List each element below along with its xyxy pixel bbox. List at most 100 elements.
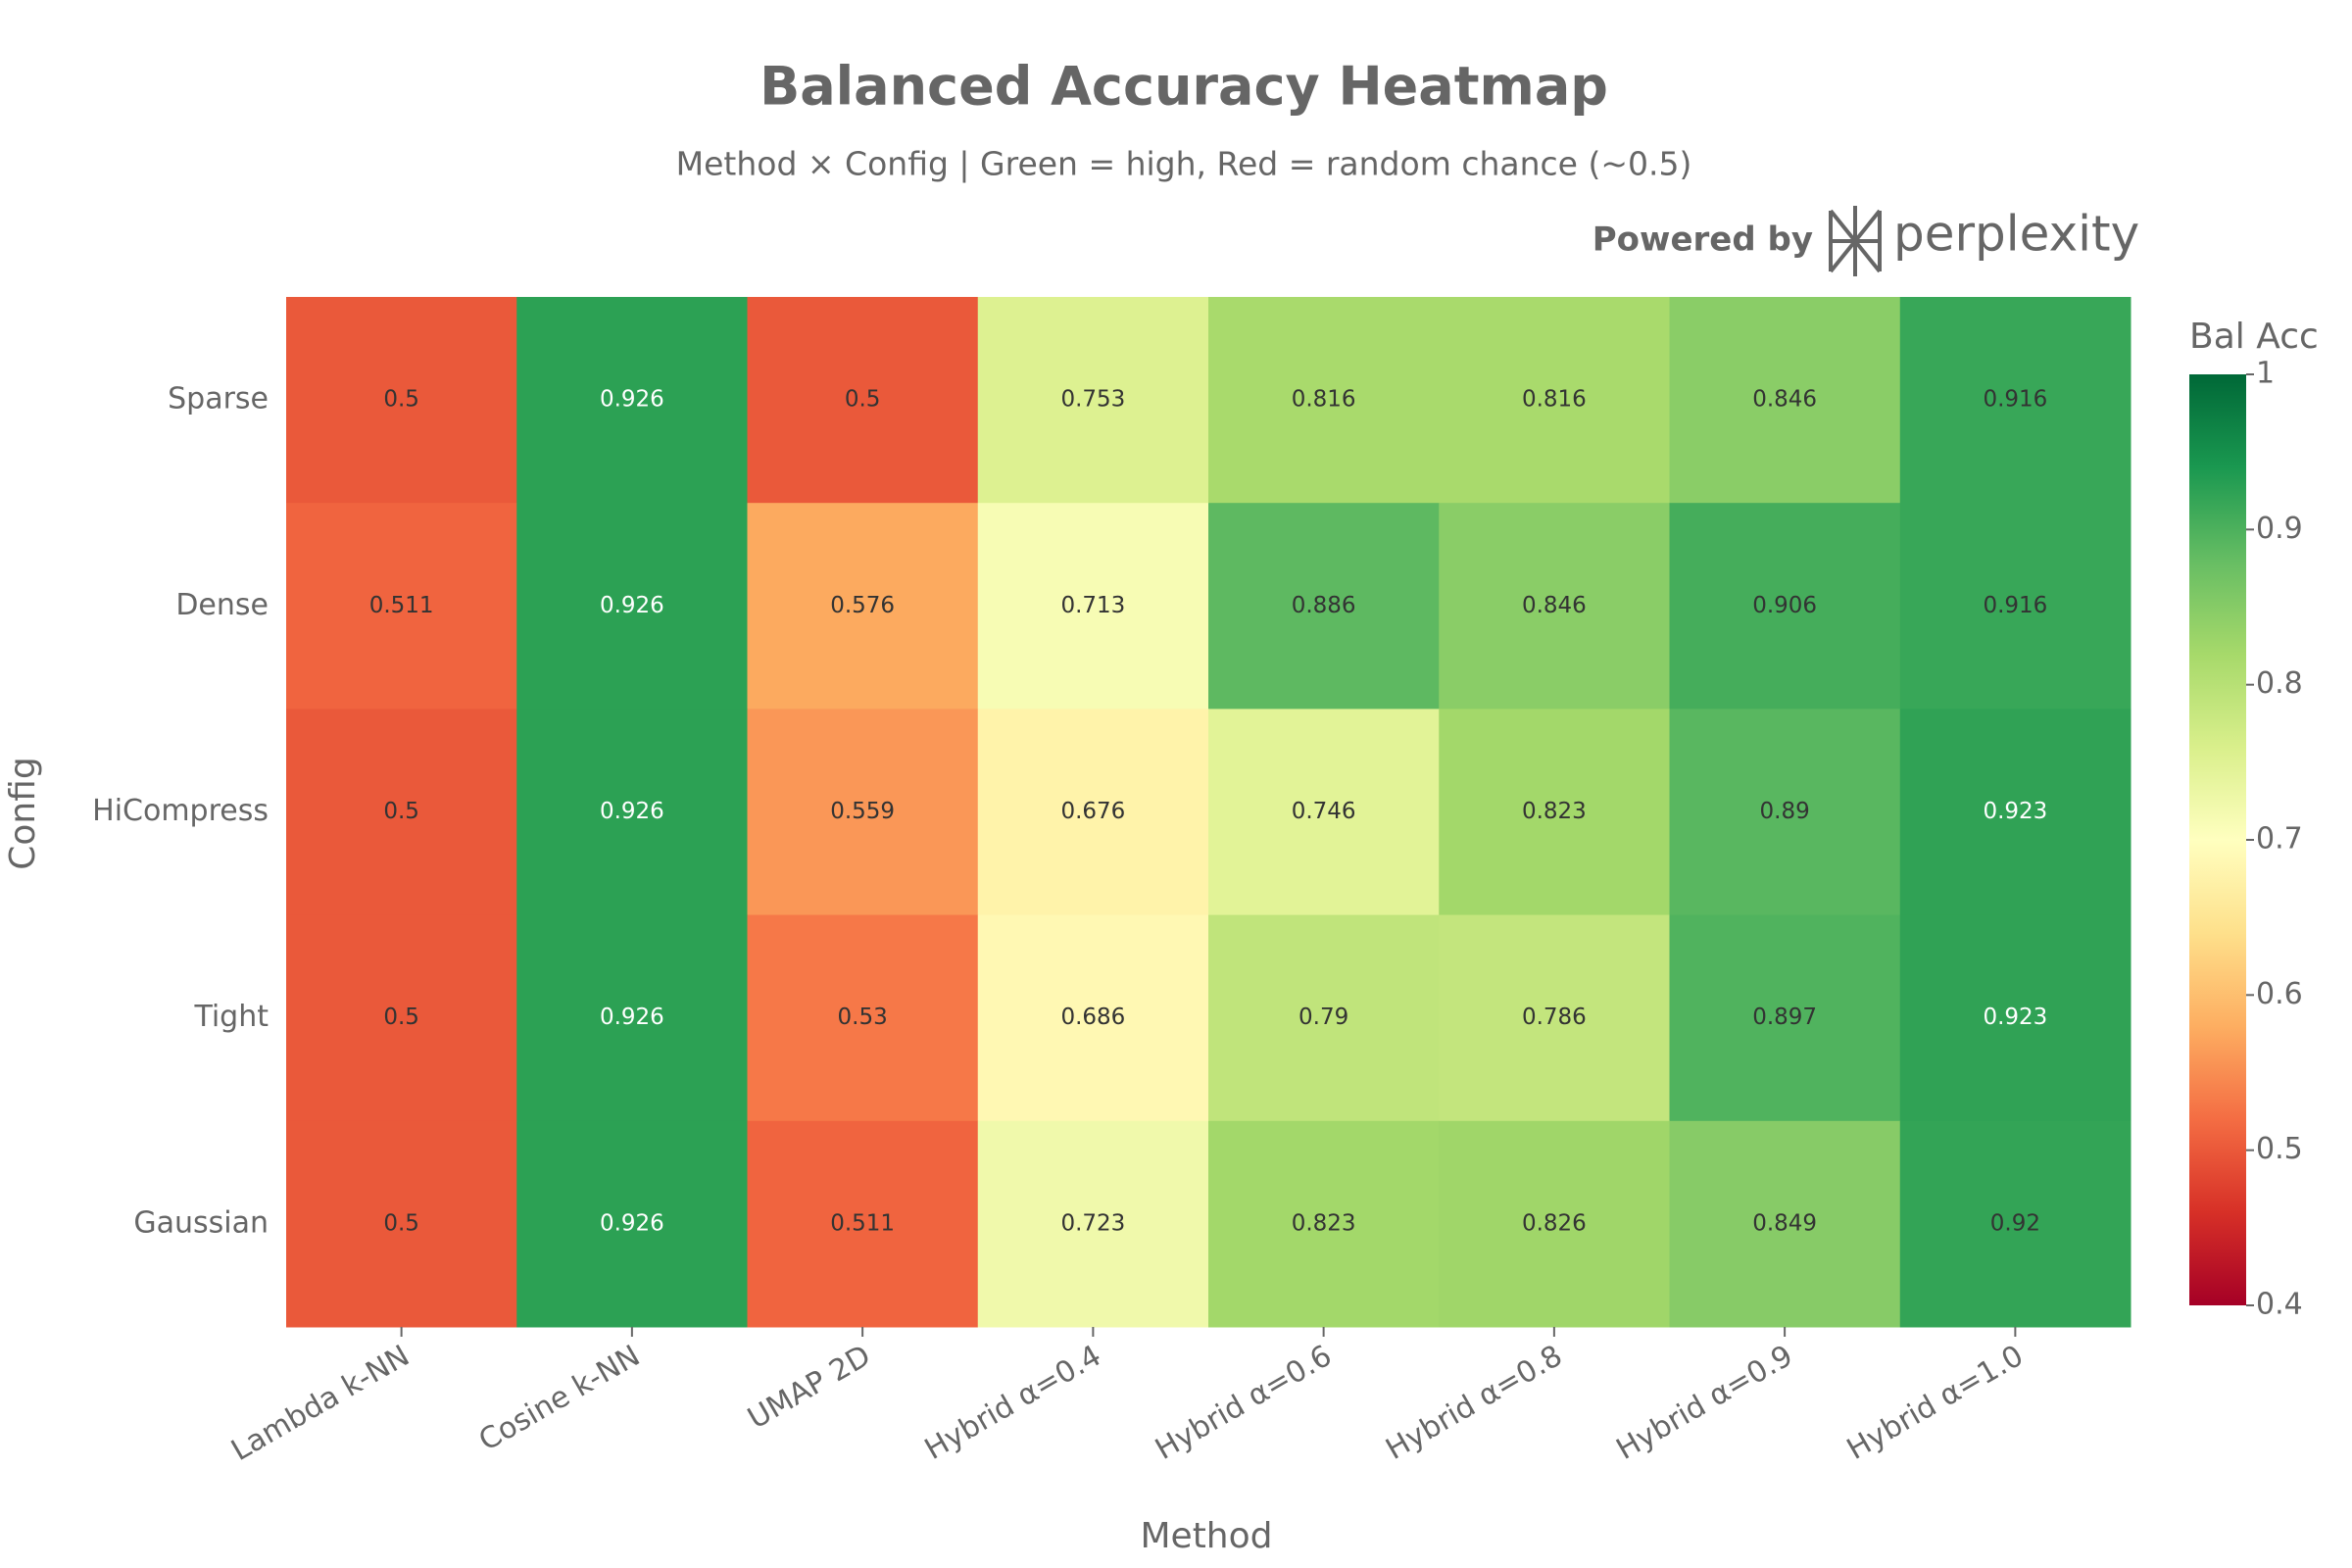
heatmap-cell <box>1669 1120 1901 1328</box>
heatmap-cell <box>1208 503 1440 710</box>
heatmap-cell <box>1208 709 1440 916</box>
cell-value-label: 0.713 <box>1060 593 1125 618</box>
watermark-prefix: Powered by <box>1592 220 1813 260</box>
heatmap-cell <box>977 297 1209 504</box>
heatmap-cell <box>747 914 979 1122</box>
cell-value-label: 0.846 <box>1522 593 1587 618</box>
heatmap-cell <box>1208 297 1440 504</box>
watermark-brand: perplexity <box>1893 206 2139 263</box>
x-tick-label: Hybrid α=0.9 <box>1611 1339 1799 1467</box>
y-axis-title: Config <box>3 757 43 870</box>
x-axis-title: Method <box>1140 1516 1272 1556</box>
heatmap-cell <box>977 503 1209 710</box>
heatmap-cell <box>516 503 748 710</box>
colorbar-tick-label: 0.6 <box>2256 977 2303 1011</box>
cell-value-label: 0.511 <box>369 593 434 618</box>
heatmap-cell <box>1669 914 1901 1122</box>
cell-value-label: 0.576 <box>830 593 895 618</box>
heatmap-cell <box>747 503 979 710</box>
x-tick-label: Cosine k-NN <box>473 1339 646 1458</box>
heatmap-cell <box>977 1120 1209 1328</box>
cell-value-label: 0.916 <box>1983 593 2047 618</box>
x-tick-label: Hybrid α=0.4 <box>919 1339 1107 1467</box>
cell-value-label: 0.923 <box>1983 1004 2047 1030</box>
heatmap-cell <box>977 709 1209 916</box>
heatmap-cell <box>1669 503 1901 710</box>
cell-value-label: 0.5 <box>383 1210 419 1236</box>
heatmap-cell <box>1208 914 1440 1122</box>
x-tick-label: Hybrid α=1.0 <box>1841 1339 2030 1467</box>
colorbar-tick-label: 0.4 <box>2256 1288 2303 1322</box>
heatmap-cell <box>747 297 979 504</box>
heatmap-cell <box>1899 503 2132 710</box>
cell-value-label: 0.5 <box>383 1004 419 1030</box>
colorbar-tick-label: 0.7 <box>2256 822 2303 857</box>
colorbar <box>2189 374 2246 1305</box>
chart-subtitle: Method × Config | Green = high, Red = ra… <box>676 145 1692 183</box>
cell-value-label: 0.723 <box>1060 1210 1125 1236</box>
cell-value-label: 0.89 <box>1760 799 1810 824</box>
cell-value-label: 0.53 <box>838 1004 888 1030</box>
colorbar-title: Bal Acc <box>2189 317 2319 357</box>
cell-value-label: 0.906 <box>1752 593 1817 618</box>
watermark-logo <box>1829 206 1882 276</box>
cell-value-label: 0.79 <box>1298 1004 1348 1030</box>
heatmap-cell <box>747 1120 979 1328</box>
colorbar-tick-label: 1 <box>2256 357 2275 391</box>
cell-value-label: 0.786 <box>1522 1004 1587 1030</box>
cell-value-label: 0.746 <box>1292 799 1356 824</box>
heatmap-cell <box>1899 297 2132 504</box>
heatmap-cell <box>1899 914 2132 1122</box>
y-tick-label: Dense <box>175 588 269 622</box>
x-tick-label: UMAP 2D <box>742 1339 876 1436</box>
cell-value-label: 0.676 <box>1060 799 1125 824</box>
x-tick-label: Hybrid α=0.6 <box>1150 1339 1338 1467</box>
cell-value-label: 0.5 <box>383 387 419 413</box>
cell-value-label: 0.926 <box>600 593 664 618</box>
heatmap-cell <box>1669 709 1901 916</box>
cell-value-label: 0.816 <box>1522 387 1587 413</box>
cell-value-label: 0.926 <box>600 1210 664 1236</box>
y-tick-label: Sparse <box>168 382 269 416</box>
cell-value-label: 0.826 <box>1522 1210 1587 1236</box>
heatmap-cell <box>286 914 517 1122</box>
cell-value-label: 0.897 <box>1752 1004 1817 1030</box>
cell-value-label: 0.559 <box>830 799 895 824</box>
chart-title: Balanced Accuracy Heatmap <box>760 56 1608 118</box>
heatmap-cell <box>516 709 748 916</box>
cell-value-label: 0.886 <box>1292 593 1356 618</box>
heatmap-cell <box>977 914 1209 1122</box>
cell-value-label: 0.823 <box>1292 1210 1356 1236</box>
colorbar-tick-label: 0.5 <box>2256 1132 2303 1166</box>
cell-value-label: 0.5 <box>383 799 419 824</box>
y-tick-label: Tight <box>193 1000 269 1034</box>
heatmap-cell <box>516 1120 748 1328</box>
heatmap-cell <box>286 709 517 916</box>
y-tick-label: HiCompress <box>92 794 269 828</box>
cell-value-label: 0.926 <box>600 387 664 413</box>
heatmap-cell <box>1439 709 1670 916</box>
x-tick-label: Hybrid α=0.8 <box>1380 1339 1568 1467</box>
cell-value-label: 0.5 <box>845 387 881 413</box>
colorbar-tick-label: 0.9 <box>2256 512 2303 546</box>
heatmap-cell <box>1208 1120 1440 1328</box>
cell-value-label: 0.846 <box>1752 387 1817 413</box>
cell-value-label: 0.823 <box>1522 799 1587 824</box>
heatmap-cell <box>1439 914 1670 1122</box>
heatmap-cell <box>747 709 979 916</box>
cell-value-label: 0.753 <box>1060 387 1125 413</box>
heatmap-cell <box>286 1120 517 1328</box>
heatmap-cell <box>1899 709 2132 916</box>
heatmap-cell <box>516 297 748 504</box>
cell-value-label: 0.926 <box>600 799 664 824</box>
heatmap-cell <box>1439 297 1670 504</box>
heatmap-cell <box>286 297 517 504</box>
cell-value-label: 0.511 <box>830 1210 895 1236</box>
cell-value-label: 0.849 <box>1752 1210 1817 1236</box>
heatmap-cell <box>1899 1120 2132 1328</box>
heatmap-cell <box>1439 1120 1670 1328</box>
cell-value-label: 0.816 <box>1292 387 1356 413</box>
heatmap-cell <box>516 914 748 1122</box>
cell-value-label: 0.923 <box>1983 799 2047 824</box>
